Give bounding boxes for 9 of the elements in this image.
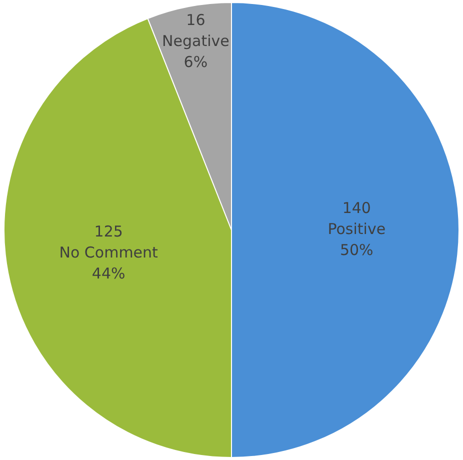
slice-label: No Comment	[59, 243, 158, 262]
text: 125	[94, 222, 123, 240]
text: 16	[186, 11, 206, 30]
data-label: 6%	[184, 53, 208, 72]
data-label: 50%	[340, 240, 374, 259]
slice-label: Positive	[328, 220, 386, 238]
text: 140	[342, 198, 371, 217]
slice-label: Negative	[162, 32, 230, 50]
data-label: 44%	[92, 264, 126, 282]
